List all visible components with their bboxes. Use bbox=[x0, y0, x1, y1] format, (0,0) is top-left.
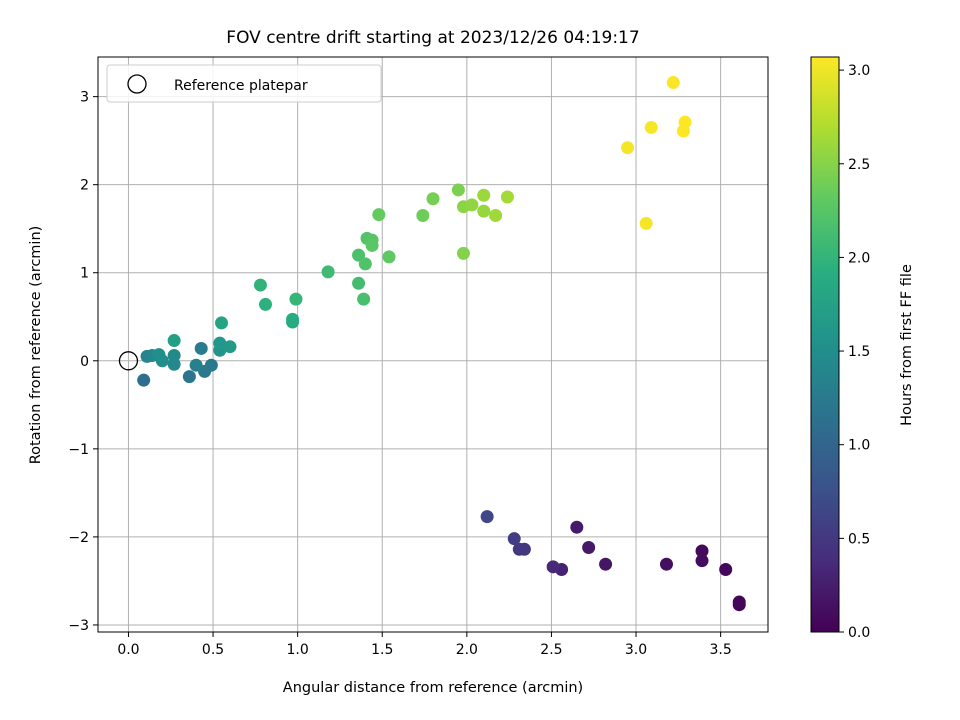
colorbar-gradient bbox=[811, 57, 839, 632]
data-point bbox=[507, 532, 521, 546]
x-tick-label: 2.5 bbox=[540, 642, 562, 658]
y-tick-label: 1 bbox=[80, 266, 89, 282]
data-point bbox=[451, 183, 465, 197]
colorbar-tick-label: 2.5 bbox=[848, 157, 870, 173]
x-axis-label: Angular distance from reference (arcmin) bbox=[283, 680, 583, 696]
data-point bbox=[732, 595, 746, 609]
data-point bbox=[512, 542, 526, 556]
data-point bbox=[253, 278, 267, 292]
data-point bbox=[489, 208, 503, 222]
data-point bbox=[426, 192, 440, 206]
colorbar-tick-label: 1.5 bbox=[848, 344, 870, 360]
x-tick-label: 2.0 bbox=[456, 642, 478, 658]
chart-title: FOV centre drift starting at 2023/12/26 … bbox=[226, 28, 639, 48]
data-point bbox=[321, 265, 335, 279]
y-tick-label: 3 bbox=[80, 90, 89, 106]
data-point bbox=[570, 520, 584, 534]
y-tick-label: 0 bbox=[80, 354, 89, 370]
legend-box bbox=[106, 64, 382, 103]
y-tick-label: −2 bbox=[68, 530, 89, 546]
data-point bbox=[204, 358, 218, 372]
colorbar-ticks: 0.0 0.5 1.0 1.5 2.0 2.5 3.0 bbox=[839, 63, 870, 641]
legend-reference-marker bbox=[127, 74, 147, 94]
y-tick-label: −3 bbox=[68, 618, 89, 634]
data-point bbox=[719, 562, 733, 576]
data-point bbox=[477, 204, 491, 218]
x-tick-label: 1.0 bbox=[287, 642, 309, 658]
colorbar-label: Hours from first FF file bbox=[899, 264, 915, 426]
data-point bbox=[500, 190, 514, 204]
data-point bbox=[582, 540, 596, 554]
x-tick-label: 3.0 bbox=[625, 642, 647, 658]
x-tick-label: 1.5 bbox=[371, 642, 393, 658]
data-point bbox=[194, 341, 208, 355]
data-point bbox=[223, 340, 237, 354]
data-point bbox=[382, 250, 396, 264]
data-point bbox=[358, 257, 372, 271]
y-tick-label: −1 bbox=[68, 442, 89, 458]
data-point bbox=[365, 238, 379, 252]
colorbar-tick-label: 3.0 bbox=[848, 63, 870, 79]
data-point bbox=[480, 510, 494, 524]
data-point bbox=[372, 208, 386, 222]
data-point bbox=[152, 348, 166, 362]
data-point bbox=[666, 76, 680, 90]
legend: Reference platepar bbox=[106, 64, 382, 103]
data-point bbox=[599, 557, 613, 571]
data-point bbox=[213, 336, 227, 350]
data-point bbox=[456, 246, 470, 260]
colorbar-tick-label: 0.5 bbox=[848, 531, 870, 547]
data-points bbox=[137, 76, 746, 612]
colorbar-tick-label: 1.0 bbox=[848, 438, 870, 454]
data-point bbox=[695, 554, 709, 568]
plot-frame bbox=[97, 56, 769, 633]
reference-point-marker bbox=[118, 351, 139, 371]
data-point bbox=[546, 560, 560, 574]
x-tick-label: 0.0 bbox=[117, 642, 139, 658]
data-point bbox=[167, 334, 181, 348]
data-point bbox=[357, 292, 371, 306]
data-point bbox=[352, 248, 366, 262]
data-point bbox=[259, 297, 272, 311]
data-point bbox=[189, 358, 203, 372]
colorbar: 0.0 0.5 1.0 1.5 2.0 2.5 3.0 Hours from first F… bbox=[810, 56, 915, 641]
colorbar-tick-label: 0.0 bbox=[848, 625, 870, 641]
data-point bbox=[639, 216, 653, 230]
data-point bbox=[695, 544, 709, 558]
data-point bbox=[352, 276, 366, 290]
x-tick-label: 3.5 bbox=[709, 642, 731, 658]
data-point bbox=[678, 115, 692, 129]
data-point bbox=[137, 373, 151, 387]
data-point bbox=[465, 198, 479, 212]
x-tick-label: 0.5 bbox=[202, 642, 224, 658]
data-point bbox=[167, 349, 181, 363]
data-point bbox=[644, 120, 658, 134]
data-point bbox=[289, 292, 303, 306]
data-point bbox=[215, 316, 229, 330]
legend-label: Reference platepar bbox=[174, 78, 308, 94]
x-axis-ticks: 0.0 0.5 1.0 1.5 2.0 2.5 3.0 3.5 bbox=[117, 632, 732, 658]
y-tick-label: 2 bbox=[80, 178, 89, 194]
data-point bbox=[286, 312, 300, 326]
data-point bbox=[477, 188, 491, 202]
data-point bbox=[621, 141, 635, 155]
y-axis-ticks: −3 −2 −1 0 1 2 3 bbox=[68, 90, 98, 634]
data-point bbox=[659, 557, 673, 571]
data-point bbox=[416, 208, 430, 222]
colorbar-frame bbox=[810, 56, 840, 633]
y-axis-label: Rotation from reference (arcmin) bbox=[28, 226, 44, 465]
colorbar-tick-label: 2.0 bbox=[848, 250, 870, 266]
data-point bbox=[182, 370, 196, 384]
